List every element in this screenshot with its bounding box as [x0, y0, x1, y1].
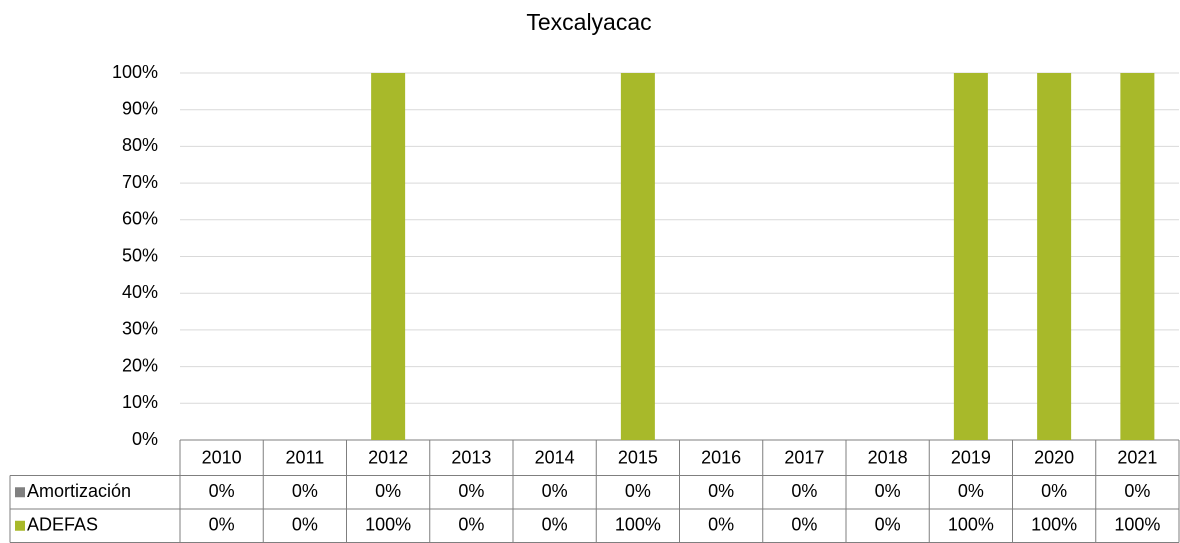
y-tick-label: 100% [112, 62, 158, 82]
data-label: 0% [625, 481, 651, 501]
data-label: 0% [791, 515, 817, 535]
bar [371, 73, 406, 440]
data-label: 100% [615, 515, 661, 535]
x-tick-label: 2018 [868, 448, 908, 468]
x-tick-label: 2017 [784, 448, 824, 468]
y-tick-label: 40% [122, 282, 158, 302]
y-tick-label: 50% [122, 245, 158, 265]
data-label: 0% [458, 515, 484, 535]
legend-swatch [15, 520, 25, 531]
data-label: 0% [1041, 481, 1067, 501]
y-tick-label: 0% [132, 429, 158, 449]
x-tick-label: 2011 [286, 448, 325, 468]
data-label: 0% [875, 481, 901, 501]
data-label: 0% [958, 481, 984, 501]
x-tick-label: 2010 [202, 448, 242, 468]
data-label: 0% [209, 481, 235, 501]
x-tick-label: 2016 [701, 448, 741, 468]
bar [1037, 73, 1072, 440]
data-label: 0% [708, 481, 734, 501]
legend-label: Amortización [27, 481, 131, 501]
data-label: 0% [458, 481, 484, 501]
x-tick-label: 2020 [1034, 448, 1074, 468]
data-label: 100% [948, 515, 994, 535]
x-tick-label: 2021 [1117, 448, 1157, 468]
data-label: 0% [375, 481, 401, 501]
data-label: 0% [708, 515, 734, 535]
legend-label: ADEFAS [27, 515, 98, 535]
data-label: 100% [1114, 515, 1160, 535]
bar [953, 73, 988, 440]
y-tick-label: 90% [122, 98, 158, 118]
y-tick-label: 60% [122, 209, 158, 229]
bar [620, 73, 655, 440]
x-tick-label: 2012 [368, 448, 408, 468]
data-label: 0% [292, 481, 318, 501]
data-label: 0% [875, 515, 901, 535]
y-tick-label: 20% [122, 355, 158, 375]
bar [1120, 73, 1155, 440]
x-tick-label: 2019 [951, 448, 991, 468]
chart-title: Texcalyacac [526, 9, 651, 35]
data-label: 100% [1031, 515, 1077, 535]
y-tick-label: 30% [122, 319, 158, 339]
y-tick-label: 80% [122, 135, 158, 155]
data-label: 0% [1124, 481, 1150, 501]
data-label: 0% [542, 481, 568, 501]
x-tick-label: 2013 [451, 448, 491, 468]
data-label: 0% [542, 515, 568, 535]
data-label: 0% [209, 515, 235, 535]
y-tick-label: 70% [122, 172, 158, 192]
data-label: 0% [791, 481, 817, 501]
data-label: 0% [292, 515, 318, 535]
y-tick-label: 10% [122, 392, 158, 412]
data-label: 100% [365, 515, 411, 535]
x-tick-label: 2014 [535, 448, 575, 468]
x-tick-label: 2015 [618, 448, 658, 468]
legend-swatch [15, 487, 25, 498]
